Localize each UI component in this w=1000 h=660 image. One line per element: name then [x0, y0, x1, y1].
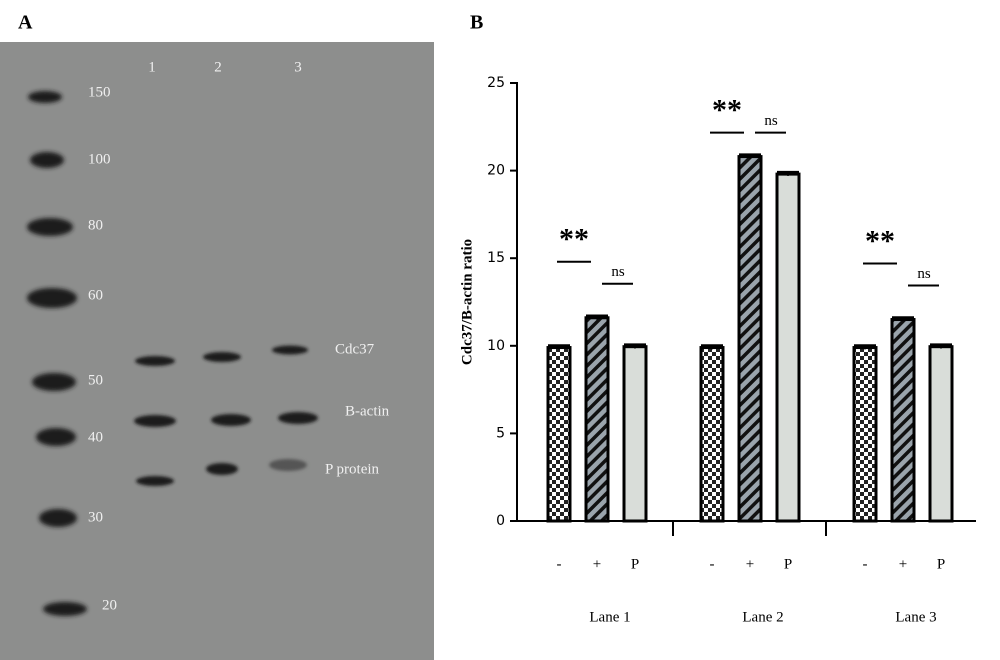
blot-bands	[134, 345, 318, 486]
x-tick-label: +	[899, 556, 907, 572]
marker-label: 80	[88, 217, 103, 233]
significance-label: **	[559, 223, 589, 256]
group-label: Lane 2	[742, 609, 783, 625]
marker-label: 50	[88, 372, 103, 388]
bar	[852, 346, 878, 523]
group-label: Lane 1	[589, 609, 630, 625]
y-tick-label: 5	[496, 425, 505, 441]
marker-label: 150	[88, 84, 111, 100]
band-label: Cdc37	[335, 341, 375, 357]
x-tick-label: P	[631, 556, 639, 572]
bar	[699, 346, 725, 523]
marker-label: 100	[88, 151, 111, 167]
bar	[622, 345, 648, 523]
y-tick-label: 15	[487, 250, 505, 266]
bar	[546, 346, 572, 523]
lane-label: 1	[148, 59, 156, 75]
marker-label: 20	[102, 597, 117, 613]
bar	[584, 316, 610, 523]
marker-ladder	[27, 91, 87, 616]
lane-label: 2	[214, 59, 222, 75]
bar	[737, 155, 763, 523]
bar	[775, 172, 801, 523]
x-tick-label: P	[784, 556, 792, 572]
y-axis-label: Cdc37/B-actin ratio	[459, 239, 475, 365]
lane-label: 3	[294, 59, 302, 75]
significance-label: ns	[611, 264, 625, 280]
y-tick-label: 0	[496, 513, 505, 529]
bar	[928, 345, 954, 523]
y-tick-label: 25	[487, 75, 505, 91]
band-label: B-actin	[345, 403, 390, 419]
significance-label: ns	[917, 266, 931, 282]
significance-label: ns	[764, 113, 778, 129]
x-tick-label: +	[746, 556, 754, 572]
blot-membrane	[0, 42, 434, 660]
bar	[890, 318, 916, 523]
significance-label: **	[865, 224, 895, 257]
marker-label: 60	[88, 287, 103, 303]
group-label: Lane 3	[895, 609, 936, 625]
panel-label: A	[18, 12, 33, 34]
band-label: P protein	[325, 461, 380, 477]
marker-label: 30	[88, 509, 103, 525]
x-tick-label: -	[710, 556, 715, 572]
y-tick-label: 10	[487, 338, 505, 354]
marker-label: 40	[88, 429, 103, 445]
panel-label: B	[470, 12, 483, 34]
x-tick-label: -	[557, 556, 562, 572]
x-tick-label: P	[937, 556, 945, 572]
y-tick-label: 20	[487, 163, 505, 179]
x-tick-label: +	[593, 556, 601, 572]
x-tick-label: -	[863, 556, 868, 572]
significance-label: **	[712, 93, 742, 126]
